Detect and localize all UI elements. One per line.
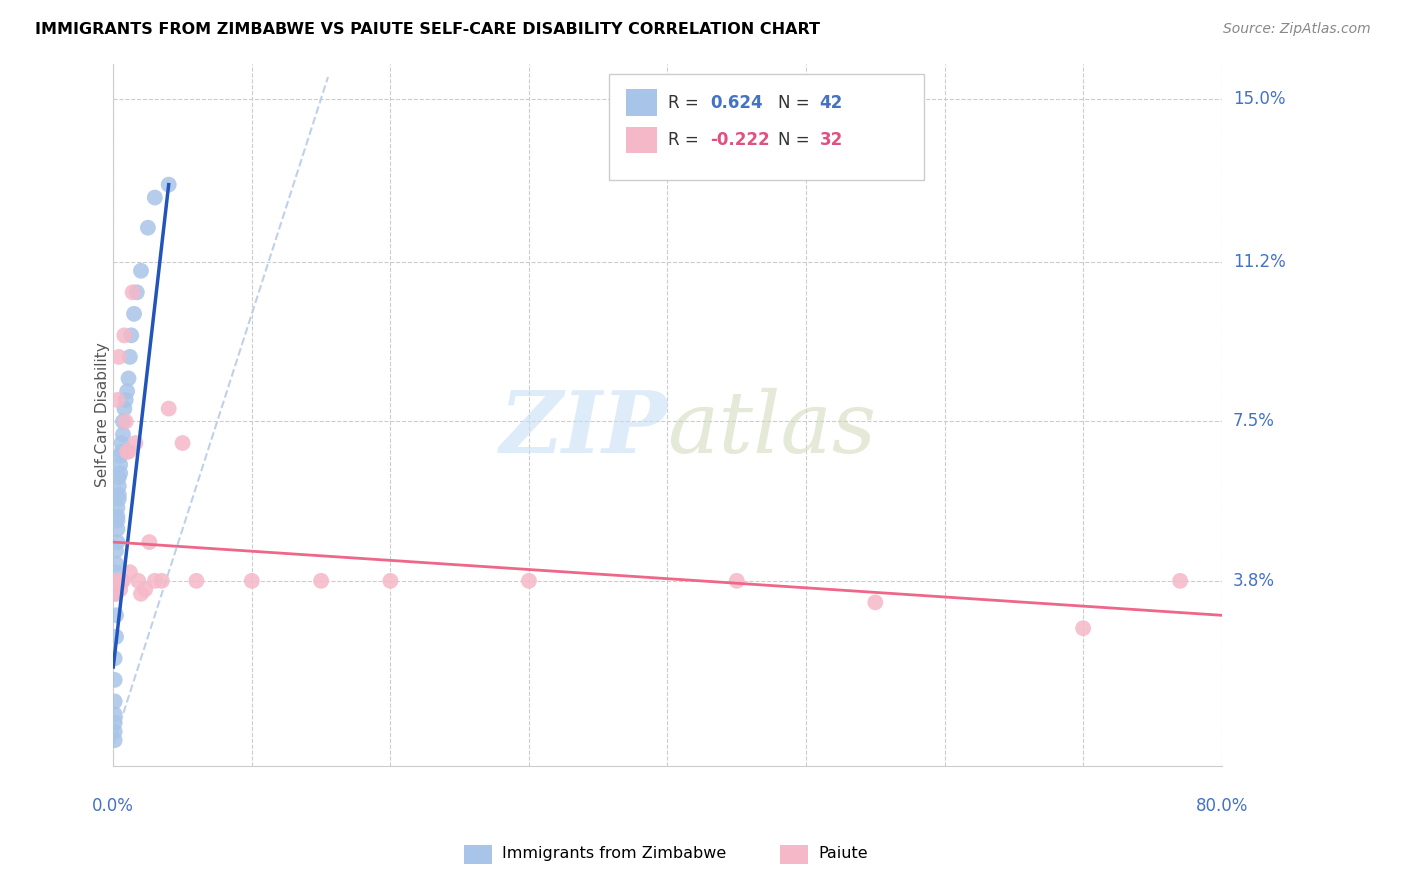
Point: [107, 509, 129, 524]
Point: [104, 733, 127, 747]
Point: [122, 307, 145, 321]
Text: atlas: atlas: [668, 388, 876, 470]
Text: 7.5%: 7.5%: [1233, 412, 1275, 431]
Point: [107, 514, 129, 528]
Text: ZIP: ZIP: [499, 387, 668, 471]
Point: [124, 436, 146, 450]
Text: Immigrants from Zimbabwe: Immigrants from Zimbabwe: [502, 847, 725, 861]
Point: [117, 371, 139, 385]
Point: [105, 630, 128, 644]
Text: 32: 32: [820, 131, 844, 149]
Point: [105, 574, 128, 588]
Point: [108, 466, 131, 480]
Point: [104, 707, 127, 722]
Point: [108, 470, 131, 484]
Point: [115, 384, 138, 399]
Point: [112, 328, 135, 343]
Text: IMMIGRANTS FROM ZIMBABWE VS PAIUTE SELF-CARE DISABILITY CORRELATION CHART: IMMIGRANTS FROM ZIMBABWE VS PAIUTE SELF-…: [35, 22, 820, 37]
Point: [110, 444, 132, 458]
Point: [136, 220, 159, 235]
Point: [107, 574, 129, 588]
Point: [138, 535, 160, 549]
Text: 80.0%: 80.0%: [1195, 797, 1249, 814]
Text: Source: ZipAtlas.com: Source: ZipAtlas.com: [1223, 22, 1371, 37]
Text: 0.0%: 0.0%: [93, 797, 134, 814]
Point: [172, 436, 194, 450]
Point: [157, 401, 180, 416]
Point: [118, 565, 141, 579]
Point: [104, 673, 127, 687]
Point: [105, 557, 128, 571]
Point: [108, 449, 131, 463]
Point: [114, 415, 136, 429]
Point: [108, 582, 131, 597]
Point: [129, 264, 152, 278]
Text: 11.2%: 11.2%: [1233, 253, 1285, 271]
Point: [127, 574, 149, 588]
Point: [104, 694, 127, 708]
Text: N =: N =: [778, 94, 814, 112]
Point: [157, 178, 180, 192]
Point: [108, 458, 131, 472]
Point: [107, 500, 129, 515]
Point: [105, 587, 128, 601]
Y-axis label: Self-Care Disability: Self-Care Disability: [94, 343, 110, 487]
Point: [107, 392, 129, 407]
Point: [111, 427, 134, 442]
Point: [104, 715, 127, 730]
Point: [105, 543, 128, 558]
Point: [150, 574, 173, 588]
Point: [107, 535, 129, 549]
Text: -0.222: -0.222: [710, 131, 769, 149]
Point: [380, 574, 402, 588]
Point: [129, 587, 152, 601]
Point: [120, 328, 142, 343]
Point: [104, 587, 127, 601]
Point: [121, 285, 143, 300]
Point: [143, 190, 166, 204]
Point: [104, 724, 127, 739]
Point: [112, 401, 135, 416]
Point: [125, 285, 148, 300]
Text: N =: N =: [778, 131, 814, 149]
Point: [111, 574, 134, 588]
Text: R =: R =: [668, 131, 704, 149]
Text: 0.624: 0.624: [710, 94, 762, 112]
Point: [1071, 621, 1094, 635]
Text: 3.8%: 3.8%: [1233, 572, 1275, 590]
Point: [108, 488, 131, 502]
Text: 15.0%: 15.0%: [1233, 89, 1285, 108]
Point: [865, 595, 887, 609]
Text: Paiute: Paiute: [818, 847, 868, 861]
Point: [114, 392, 136, 407]
Point: [240, 574, 263, 588]
Point: [107, 522, 129, 536]
Point: [117, 444, 139, 458]
Point: [110, 436, 132, 450]
Point: [111, 415, 134, 429]
Point: [110, 574, 132, 588]
Point: [309, 574, 332, 588]
Point: [108, 491, 131, 506]
Point: [108, 479, 131, 493]
Text: 42: 42: [820, 94, 844, 112]
Point: [186, 574, 208, 588]
Point: [118, 350, 141, 364]
Point: [104, 651, 127, 665]
Point: [143, 574, 166, 588]
Point: [105, 574, 128, 588]
Point: [517, 574, 540, 588]
Point: [105, 565, 128, 579]
Text: R =: R =: [668, 94, 704, 112]
Point: [115, 444, 138, 458]
Point: [134, 582, 156, 597]
Point: [1168, 574, 1191, 588]
Point: [105, 608, 128, 623]
Point: [725, 574, 748, 588]
Point: [108, 350, 131, 364]
